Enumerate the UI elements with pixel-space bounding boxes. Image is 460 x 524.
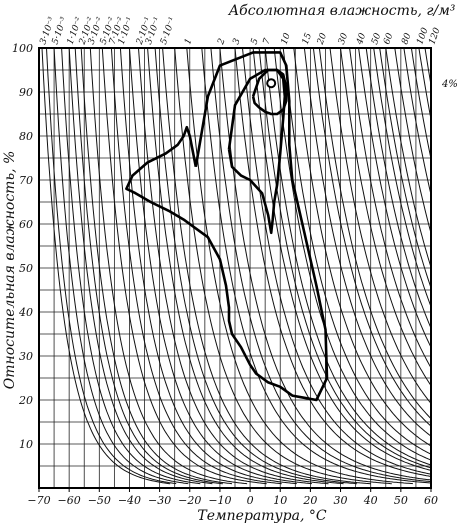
- absolute-humidity-isoline: [365, 47, 432, 329]
- absolute-humidity-isoline: [46, 47, 177, 485]
- absolute-humidity-isoline: [318, 47, 432, 419]
- y-tick-label: 40: [18, 306, 33, 319]
- x-tick-label: 10: [273, 494, 287, 507]
- x-tick-label: 60: [424, 494, 438, 507]
- absolute-humidity-isoline: [329, 47, 432, 404]
- absolute-humidity-isoline: [68, 47, 213, 485]
- absolute-humidity-isoline: [186, 47, 413, 485]
- top-axis-label: 30: [337, 32, 350, 46]
- absolute-humidity-isoline: [154, 47, 358, 485]
- contour-line-1: [125, 51, 329, 402]
- y-tick-label: 20: [18, 394, 33, 407]
- absolute-humidity-isoline: [80, 47, 233, 485]
- absolute-humidity-isoline: [234, 47, 432, 477]
- absolute-humidity-isoline: [385, 47, 432, 268]
- absolute-humidity-isoline: [282, 47, 432, 455]
- x-axis-label: Температура, °С: [197, 508, 326, 524]
- y-tick-label: 30: [19, 350, 33, 363]
- x-tick-label: −30: [148, 494, 171, 507]
- absolute-humidity-isoline: [174, 47, 392, 485]
- y-tick-label: 80: [19, 130, 33, 143]
- top-axis-label: 40: [355, 32, 369, 47]
- data-series: [125, 51, 329, 402]
- y-tick-label: 60: [19, 218, 33, 231]
- top-axis-label: 60: [382, 32, 395, 46]
- plot-frame: [38, 47, 432, 489]
- top-axis-label: 15: [301, 32, 314, 46]
- x-tick-label: −60: [58, 494, 81, 507]
- absolute-humidity-isoline: [410, 47, 432, 159]
- absolute-humidity-isoline: [210, 47, 432, 483]
- top-axis-label: 5: [250, 37, 261, 46]
- absolute-humidity-isoline: [340, 47, 432, 386]
- chart-title: Абсолютная влажность, г/м³: [228, 3, 456, 19]
- top-axis-label: 10: [280, 32, 293, 46]
- absolute-humidity-isoline: [242, 47, 432, 475]
- absolute-humidity-isoline: [201, 47, 432, 484]
- top-axis-label: 7: [262, 37, 273, 46]
- absolute-humidity-isoline: [119, 47, 297, 485]
- x-tick-label: 30: [334, 494, 348, 507]
- absolute-humidity-isoline: [138, 47, 329, 485]
- top-axis-label: 3: [231, 37, 242, 46]
- axes: [38, 47, 432, 492]
- absolute-humidity-isoline: [61, 47, 201, 485]
- side-label: 4%: [441, 79, 458, 90]
- x-tick-label: −40: [118, 494, 141, 507]
- absolute-humidity-isoline: [358, 47, 432, 348]
- x-tick-label: −20: [178, 494, 201, 507]
- absolute-humidity-isoline: [41, 47, 171, 485]
- x-tick-label: −50: [88, 494, 111, 507]
- absolute-humidity-isoline: [379, 47, 432, 288]
- absolute-humidity-isoline: [162, 47, 371, 485]
- top-axis-label: 1: [183, 37, 194, 46]
- absolute-humidity-isoline: [403, 47, 432, 195]
- contour-line-3: [251, 68, 288, 116]
- absolute-humidity-isoline: [373, 47, 432, 307]
- top-axis-label: 20: [315, 32, 329, 47]
- absolute-humidity-isoline: [219, 47, 432, 481]
- top-axis-labels: 3·10⁻³5·10⁻³1·10⁻²2·10⁻²3·10⁻²5·10⁻²7·10…: [38, 16, 442, 47]
- top-axis-label: 50: [370, 32, 383, 46]
- absolute-humidity-isoline: [418, 47, 432, 120]
- top-axis-label: 80: [400, 32, 413, 46]
- center-point: [266, 78, 277, 89]
- absolute-humidity-isoline: [53, 47, 189, 485]
- absolute-humidity-isoline: [252, 47, 432, 471]
- absolute-humidity-isoline: [258, 47, 432, 469]
- y-axis-label: Относительная влажность, %: [2, 151, 18, 390]
- y-tick-label: 100: [12, 42, 33, 55]
- x-tick-label: −70: [27, 494, 50, 507]
- absolute-humidity-isoline: [74, 47, 223, 485]
- absolute-humidity-isoline: [101, 47, 267, 485]
- y-tick-label: 50: [19, 262, 33, 275]
- absolute-humidity-isoline: [293, 47, 432, 447]
- x-tick-label: −10: [208, 494, 231, 507]
- absolute-humidity-isoline: [89, 47, 248, 485]
- absolute-humidity-isoline: [110, 47, 282, 485]
- x-tick-label: 40: [363, 494, 378, 507]
- absolute-humidity-isoline: [129, 47, 312, 485]
- y-tick-label: 10: [19, 438, 33, 451]
- top-axis-label: 120: [427, 26, 442, 46]
- contour-line-2: [227, 68, 287, 235]
- absolute-humidity-isoline: [147, 47, 344, 485]
- tick-labels: −70 −60 −50 −40 −30 −20 −10 0 10 20 30 40 50 60 10 20 30…: [12, 42, 438, 507]
- x-tick-label: 50: [394, 494, 408, 507]
- x-tick-label: 0: [247, 494, 254, 507]
- absolute-humidity-isoline: [303, 47, 432, 437]
- y-tick-label: 90: [19, 86, 33, 99]
- top-axis-label: 2: [216, 37, 228, 47]
- absolute-humidity-isoline: [264, 47, 432, 466]
- absolute-humidity-isoline: [349, 47, 432, 369]
- y-tick-label: 70: [19, 174, 33, 187]
- absolute-humidity-isoline: [312, 47, 432, 427]
- absolute-humidity-isoline: [273, 47, 432, 461]
- absolute-humidity-isoline: [394, 47, 432, 234]
- x-tick-label: 20: [302, 494, 317, 507]
- absolute-humidity-isolines: [41, 47, 432, 485]
